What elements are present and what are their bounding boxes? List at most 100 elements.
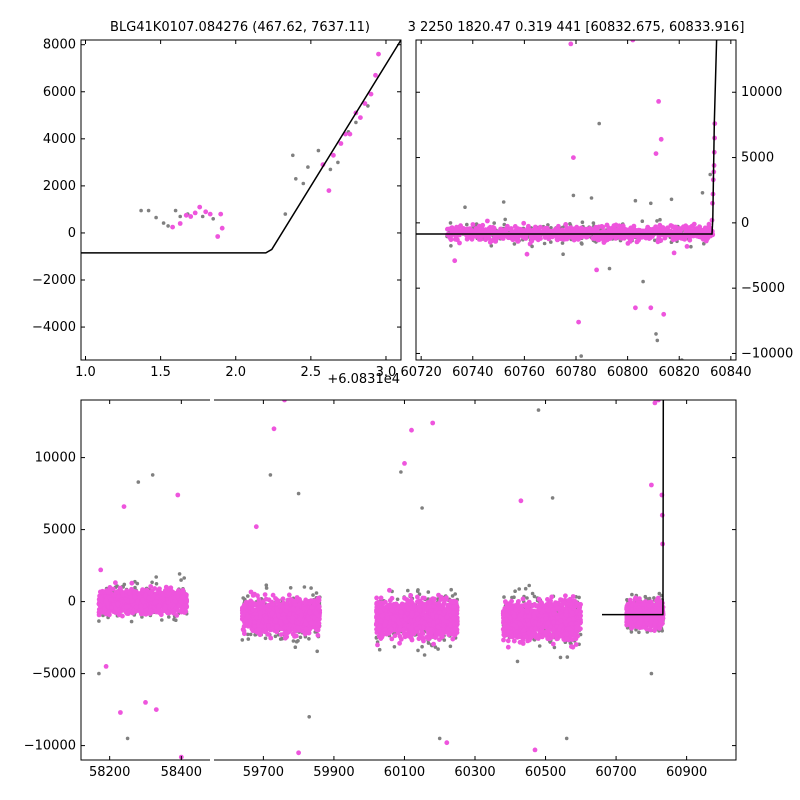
season-2-gray-point <box>450 594 455 598</box>
season-2-gray-point <box>442 638 447 642</box>
season-1-pink-point <box>276 612 281 618</box>
season-1-pink-point <box>278 619 283 625</box>
gray-data-point <box>530 244 534 249</box>
pink-data-point <box>656 99 661 104</box>
season-1-pink-point <box>270 602 275 607</box>
x-tick-label: 60720 <box>400 365 441 380</box>
season-1-pink-point <box>277 603 283 608</box>
season-1-pink-point <box>302 631 308 637</box>
season-0-pink-point <box>183 609 189 614</box>
season-0-pink-point <box>174 613 180 618</box>
y-tick-label: −5000 <box>741 281 785 296</box>
pink-data-point <box>175 492 181 498</box>
season-0-pink-point <box>152 599 158 605</box>
season-0-pink-point <box>115 590 120 596</box>
season-0-pink-point <box>178 599 184 605</box>
season-0-pink-point <box>175 594 181 599</box>
season-pink-point <box>570 226 576 232</box>
season-pink-point <box>554 229 560 234</box>
zoom-peak-panel: 1.0 1.5 2.0 2.5 3.0−4000−2000020004000600080… <box>32 38 402 380</box>
season-0-pink-point <box>105 589 111 595</box>
season-2-gray-point <box>422 653 427 657</box>
season-0-pink-point <box>156 603 162 609</box>
pink-data-point <box>197 204 203 210</box>
season-2-gray-point <box>416 648 420 653</box>
season-1-pink-point <box>311 615 317 621</box>
gray-data-point <box>136 480 141 484</box>
season-1-pink-point <box>266 623 271 629</box>
season-1-pink-point <box>293 633 299 639</box>
season-0-pink-point <box>97 603 103 609</box>
season-0-pink-point <box>166 600 171 605</box>
season-pink-point <box>505 235 511 241</box>
season-0-pink-point <box>98 589 103 595</box>
pink-data-point <box>98 567 104 573</box>
season-1-gray-point <box>307 637 311 641</box>
season-1-pink-point <box>309 598 314 604</box>
y-tick-label: 8000 <box>43 38 76 53</box>
pink-data-point <box>648 305 654 311</box>
gray-data-point <box>291 153 295 158</box>
season-pink-point <box>683 234 688 240</box>
gray-data-point <box>139 208 143 213</box>
season-pink-point <box>470 222 476 227</box>
season-0-gray-point <box>179 578 183 582</box>
season-0-pink-point <box>128 594 134 600</box>
season-0-pink-point <box>147 611 153 616</box>
gray-data-point <box>641 279 645 284</box>
pink-data-point <box>358 115 363 120</box>
season-1-gray-point <box>309 586 313 590</box>
season-0-pink-point <box>132 590 137 595</box>
gray-data-point <box>283 212 288 216</box>
season-pink-point <box>457 240 462 246</box>
season-0-pink-point <box>106 609 111 615</box>
gray-data-point <box>154 215 158 220</box>
season-2-gray-point <box>395 597 400 602</box>
season-1-pink-point <box>283 635 288 641</box>
season-pink-point <box>515 226 521 232</box>
season-pink-point <box>542 225 548 231</box>
gray-data-point <box>597 121 601 126</box>
season-1-pink-point <box>290 618 295 624</box>
season-1-gray-point <box>278 637 283 641</box>
season-pink-point <box>595 237 601 243</box>
full-right-plot-area <box>239 400 666 756</box>
season-0-pink-point <box>157 586 162 592</box>
season-2-gray-point <box>448 644 453 649</box>
season-pink-point <box>459 228 465 234</box>
season-2-gray-point <box>420 644 424 649</box>
season-2-pink-point <box>378 595 384 601</box>
pink-data-point <box>452 258 458 264</box>
season-1-pink-point <box>315 627 321 633</box>
season-1-gray-point <box>264 583 269 587</box>
season-gray-point <box>489 244 494 248</box>
season-pink-point <box>559 227 565 233</box>
x-tick-label: 2.5 <box>301 365 322 380</box>
season-0-pink-point <box>110 586 116 592</box>
season-gray-point <box>591 221 596 225</box>
gray-data-point <box>649 201 653 206</box>
gray-data-point <box>654 332 658 336</box>
gray-data-point <box>607 266 612 271</box>
season-2-gray-point <box>426 590 431 594</box>
x-tick-label: 1.5 <box>150 365 171 380</box>
season-pink-point <box>601 240 607 245</box>
pink-data-point <box>594 267 599 273</box>
season-0-gray-point <box>172 617 176 622</box>
season-pink-point <box>559 236 564 242</box>
pink-data-point <box>671 250 677 256</box>
season-2-pink-point <box>437 637 442 642</box>
season-1-pink-point <box>257 631 263 636</box>
season-pink-point <box>477 235 483 241</box>
season-gray-point <box>512 242 517 246</box>
y-tick-label: 0 <box>68 226 76 241</box>
season-0-pink-point <box>109 605 114 610</box>
season-pink-point <box>521 220 527 226</box>
season-1-gray-point <box>263 636 268 641</box>
x-tick-label: 60840 <box>710 365 751 380</box>
season-1-pink-point <box>252 619 258 625</box>
season-1-gray-point <box>311 593 315 597</box>
season-1-pink-point <box>270 592 276 598</box>
gray-data-point <box>211 217 215 221</box>
